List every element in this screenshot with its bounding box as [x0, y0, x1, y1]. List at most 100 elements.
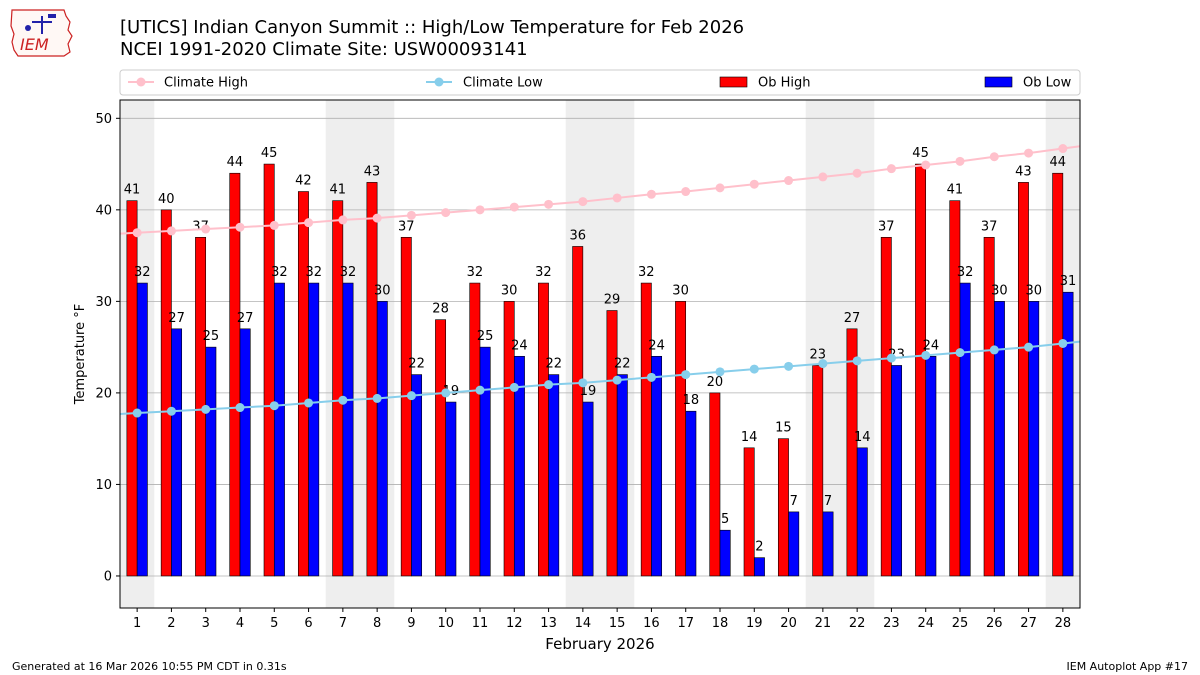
ob-low-label: 5	[721, 512, 729, 527]
ob-low-bar	[445, 401, 457, 577]
climate-low-point	[646, 372, 656, 382]
x-tick-label: 28	[1055, 616, 1072, 631]
ob-low-bar	[479, 346, 491, 577]
x-tick-label: 7	[339, 616, 347, 631]
ob-low-bar	[616, 374, 628, 577]
ob-high-label: 20	[707, 375, 724, 390]
y-tick-label: 50	[95, 112, 112, 127]
climate-low-point	[132, 408, 142, 418]
ob-low-label: 32	[340, 265, 357, 280]
x-tick-label: 5	[270, 616, 278, 631]
climate-low-point	[852, 356, 862, 366]
ob-low-bar	[171, 328, 183, 577]
ob-low-label: 22	[545, 357, 562, 372]
climate-low-point	[406, 391, 416, 401]
y-tick-label: 20	[95, 386, 112, 401]
ob-high-label: 32	[638, 265, 655, 280]
climate-low-point	[544, 380, 554, 390]
ob-high-bar	[400, 236, 412, 577]
ob-high-bar	[675, 301, 687, 577]
ob-high-label: 14	[741, 430, 758, 445]
ob-low-bar	[411, 374, 423, 577]
climate-high-point	[201, 224, 211, 234]
climate-high-point	[886, 164, 896, 174]
x-tick-label: 6	[304, 616, 312, 631]
chart-subtitle: NCEI 1991-2020 Climate Site: USW00093141	[120, 39, 528, 60]
legend-ob-low-label: Ob Low	[1023, 76, 1072, 91]
ob-low-label: 18	[683, 393, 700, 408]
climate-low-point	[955, 348, 965, 358]
ob-high-bar	[640, 282, 652, 577]
climate-high-point	[338, 215, 348, 225]
climate-low-point	[989, 345, 999, 355]
climate-low-point	[372, 393, 382, 403]
climate-high-point	[1058, 144, 1068, 154]
ob-low-label: 2	[755, 540, 763, 555]
ob-low-bar	[273, 282, 285, 577]
ob-high-bar	[366, 182, 378, 577]
ob-high-label: 44	[227, 155, 244, 170]
climate-high-point	[544, 199, 554, 209]
ob-low-bar	[582, 401, 594, 577]
ob-high-bar	[469, 282, 481, 577]
legend-climate-high-label: Climate High	[164, 76, 248, 91]
climate-high-point	[304, 218, 314, 228]
climate-high-point	[955, 156, 965, 166]
ob-low-label: 32	[305, 265, 322, 280]
climate-low-point	[304, 398, 314, 408]
climate-high-point	[269, 220, 279, 230]
ob-high-label: 30	[672, 283, 689, 298]
ob-high-bar	[435, 319, 447, 577]
ob-high-bar	[160, 209, 172, 577]
ob-high-label: 40	[158, 192, 175, 207]
y-tick-label: 30	[95, 295, 112, 310]
climate-low-point	[441, 388, 451, 398]
legend-climate-high-marker	[136, 77, 146, 87]
ob-high-label: 28	[432, 302, 449, 317]
ob-high-label: 44	[1049, 155, 1066, 170]
ob-low-label: 25	[477, 329, 494, 344]
climate-high-line	[119, 145, 1081, 235]
ob-high-bar	[949, 200, 961, 577]
climate-low-point	[338, 395, 348, 405]
y-tick-label: 10	[95, 478, 112, 493]
ob-high-bar	[880, 236, 892, 577]
ob-high-label: 41	[329, 183, 346, 198]
x-tick-label: 21	[815, 616, 832, 631]
climate-high-point	[612, 193, 622, 203]
climate-low-point	[715, 367, 725, 377]
x-tick-label: 18	[712, 616, 729, 631]
ob-low-bar	[788, 511, 800, 577]
ob-low-bar	[205, 346, 217, 577]
x-tick-label: 16	[643, 616, 660, 631]
ob-low-bar	[239, 328, 251, 577]
ob-low-bar	[822, 511, 834, 577]
ob-high-label: 42	[295, 174, 312, 189]
ob-low-label: 32	[134, 265, 151, 280]
x-tick-label: 2	[167, 616, 175, 631]
climate-high-point	[646, 189, 656, 199]
plot-frame	[119, 99, 1081, 609]
climate-high-point	[166, 226, 176, 236]
ob-low-bar	[513, 355, 525, 577]
climate-low-point	[921, 350, 931, 360]
x-tick-label: 25	[952, 616, 969, 631]
legend-ob-high-label: Ob High	[758, 76, 811, 91]
ob-low-label: 24	[923, 338, 940, 353]
climate-low-point	[749, 364, 759, 374]
ob-high-label: 23	[809, 347, 826, 362]
ob-high-label: 41	[124, 183, 141, 198]
legend-climate-low-label: Climate Low	[463, 76, 543, 91]
ob-low-label: 27	[168, 311, 185, 326]
ob-low-label: 24	[511, 338, 528, 353]
climate-low-point	[784, 361, 794, 371]
iem-logo: IEM	[10, 9, 73, 57]
x-tick-label: 9	[407, 616, 415, 631]
ob-low-label: 31	[1060, 274, 1077, 289]
climate-low-point	[1024, 342, 1034, 352]
legend-climate-low-marker	[434, 77, 444, 87]
climate-high-point	[818, 172, 828, 182]
climate-high-point	[852, 168, 862, 178]
ob-high-bar	[743, 447, 755, 577]
